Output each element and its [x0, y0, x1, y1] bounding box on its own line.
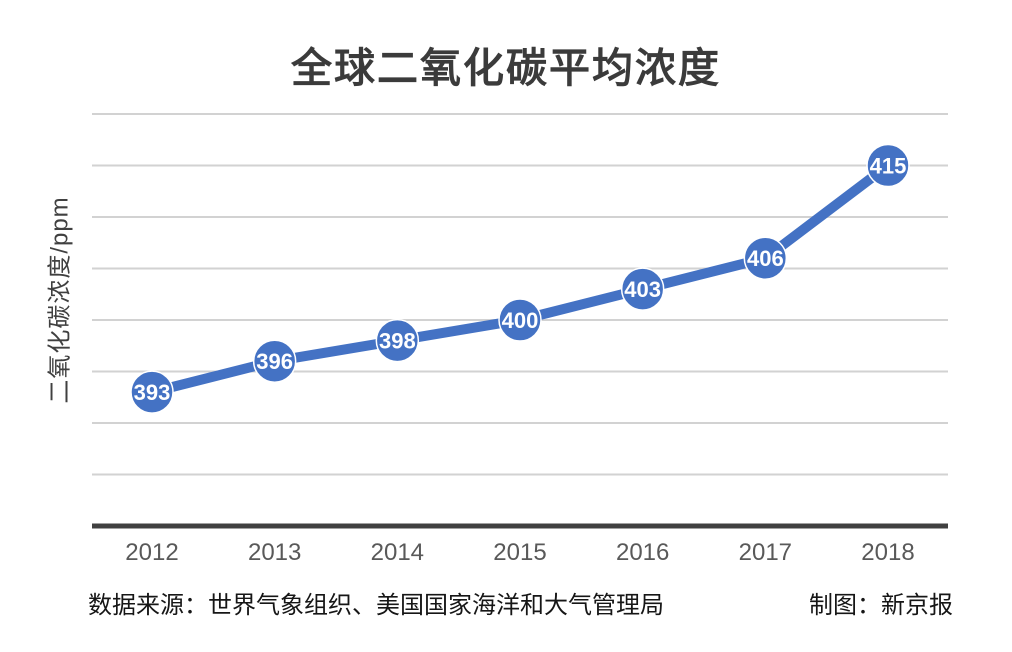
data-point-marker [866, 143, 910, 188]
x-tick-label: 2012 [125, 539, 178, 566]
data-point-label: 393 [134, 380, 171, 405]
data-source-label: 数据来源：世界气象组织、美国国家海洋和大气管理局 [88, 592, 664, 619]
chart-title: 全球二氧化碳平均浓度 [291, 45, 721, 91]
data-point-label: 406 [747, 246, 784, 271]
data-point-label: 400 [502, 308, 539, 333]
data-point-label: 398 [379, 329, 416, 354]
x-tick-label: 2015 [493, 539, 546, 566]
x-tick-label: 2017 [739, 539, 792, 566]
data-point-marker [743, 236, 788, 280]
data-point-label: 403 [624, 277, 661, 302]
data-point-label: 396 [256, 349, 293, 374]
data-point-marker [498, 298, 542, 342]
x-tick-label: 2018 [861, 539, 914, 566]
data-point-marker [620, 267, 665, 311]
chart-footer: 数据来源：世界气象组织、美国国家海洋和大气管理局 制图：新京报 [88, 585, 953, 620]
data-point-marker [130, 370, 174, 414]
x-tick-label: 2014 [371, 539, 424, 566]
data-point-marker [252, 339, 297, 383]
credit-label: 制图：新京报 [809, 592, 953, 619]
data-point-marker [375, 318, 420, 363]
x-tick-label: 2013 [248, 539, 301, 566]
x-tick-label: 2016 [616, 539, 669, 566]
data-point-label: 415 [870, 153, 907, 178]
